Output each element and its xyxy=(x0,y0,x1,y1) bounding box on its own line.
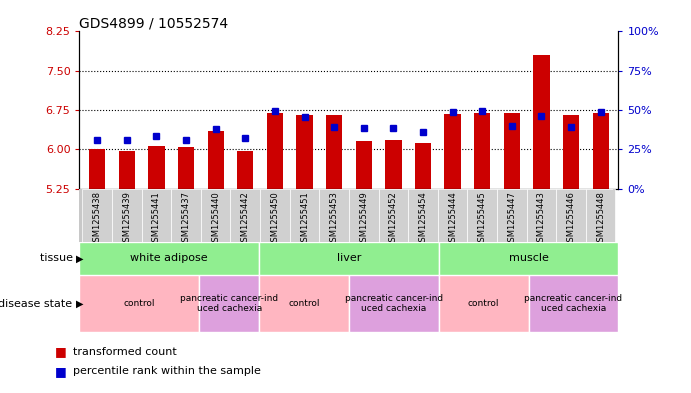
Bar xyxy=(319,189,349,242)
Text: tissue: tissue xyxy=(39,253,76,263)
Bar xyxy=(267,113,283,189)
Bar xyxy=(207,131,224,189)
Bar xyxy=(379,189,408,242)
Text: GSM1255438: GSM1255438 xyxy=(93,191,102,247)
Text: GSM1255440: GSM1255440 xyxy=(211,191,220,247)
Bar xyxy=(563,115,579,189)
Bar xyxy=(504,113,520,189)
Bar xyxy=(349,189,379,242)
Bar xyxy=(556,189,586,242)
Bar xyxy=(149,146,164,189)
Bar xyxy=(439,242,618,275)
Bar xyxy=(586,189,616,242)
Bar xyxy=(112,189,142,242)
Text: ▶: ▶ xyxy=(76,299,84,309)
Text: GSM1255447: GSM1255447 xyxy=(507,191,516,247)
Bar xyxy=(237,151,254,189)
Bar xyxy=(467,189,497,242)
Text: control: control xyxy=(124,299,155,308)
Bar xyxy=(119,151,135,189)
Text: percentile rank within the sample: percentile rank within the sample xyxy=(73,366,261,376)
Text: GSM1255439: GSM1255439 xyxy=(122,191,131,247)
Text: transformed count: transformed count xyxy=(73,347,176,357)
Text: GSM1255446: GSM1255446 xyxy=(567,191,576,247)
Text: GSM1255452: GSM1255452 xyxy=(389,191,398,247)
Bar xyxy=(438,189,467,242)
Bar xyxy=(527,189,556,242)
Text: GSM1255450: GSM1255450 xyxy=(270,191,279,247)
Text: ■: ■ xyxy=(55,345,67,358)
Bar xyxy=(529,275,618,332)
Bar xyxy=(82,189,112,242)
Text: GSM1255453: GSM1255453 xyxy=(330,191,339,247)
Text: white adipose: white adipose xyxy=(131,253,208,263)
Text: pancreatic cancer-ind
uced cachexia: pancreatic cancer-ind uced cachexia xyxy=(180,294,278,313)
Bar xyxy=(474,113,491,189)
Text: GSM1255454: GSM1255454 xyxy=(419,191,428,247)
Bar xyxy=(259,275,349,332)
Text: control: control xyxy=(468,299,500,308)
Text: GDS4899 / 10552574: GDS4899 / 10552574 xyxy=(79,16,229,30)
Bar xyxy=(497,189,527,242)
Bar xyxy=(444,114,461,189)
Text: pancreatic cancer-ind
uced cachexia: pancreatic cancer-ind uced cachexia xyxy=(524,294,623,313)
Text: GSM1255449: GSM1255449 xyxy=(359,191,368,247)
Text: GSM1255437: GSM1255437 xyxy=(182,191,191,247)
Text: ▶: ▶ xyxy=(76,253,84,263)
Text: GSM1255451: GSM1255451 xyxy=(300,191,309,247)
Bar xyxy=(439,275,529,332)
Text: GSM1255445: GSM1255445 xyxy=(477,191,486,247)
Text: ■: ■ xyxy=(55,365,67,378)
Bar xyxy=(356,141,372,189)
Bar xyxy=(231,189,260,242)
Bar xyxy=(89,149,105,189)
Bar xyxy=(201,189,231,242)
Bar xyxy=(260,189,290,242)
Bar xyxy=(178,147,194,189)
Bar xyxy=(408,189,438,242)
Bar xyxy=(79,242,259,275)
Text: GSM1255441: GSM1255441 xyxy=(152,191,161,247)
Bar xyxy=(385,140,401,189)
Bar xyxy=(259,242,439,275)
Text: GSM1255442: GSM1255442 xyxy=(240,191,250,247)
Text: disease state: disease state xyxy=(0,299,76,309)
Text: GSM1255444: GSM1255444 xyxy=(448,191,457,247)
Text: liver: liver xyxy=(337,253,361,263)
Text: muscle: muscle xyxy=(509,253,549,263)
Bar xyxy=(533,55,549,189)
Bar xyxy=(171,189,201,242)
Bar xyxy=(296,115,312,189)
Text: control: control xyxy=(288,299,320,308)
Text: pancreatic cancer-ind
uced cachexia: pancreatic cancer-ind uced cachexia xyxy=(345,294,443,313)
Bar xyxy=(290,189,319,242)
Bar xyxy=(199,275,259,332)
Text: GSM1255443: GSM1255443 xyxy=(537,191,546,247)
Bar xyxy=(326,115,342,189)
Bar xyxy=(349,275,439,332)
Bar xyxy=(142,189,171,242)
Text: GSM1255448: GSM1255448 xyxy=(596,191,605,247)
Bar xyxy=(592,113,609,189)
Bar xyxy=(79,275,199,332)
Bar xyxy=(415,143,431,189)
